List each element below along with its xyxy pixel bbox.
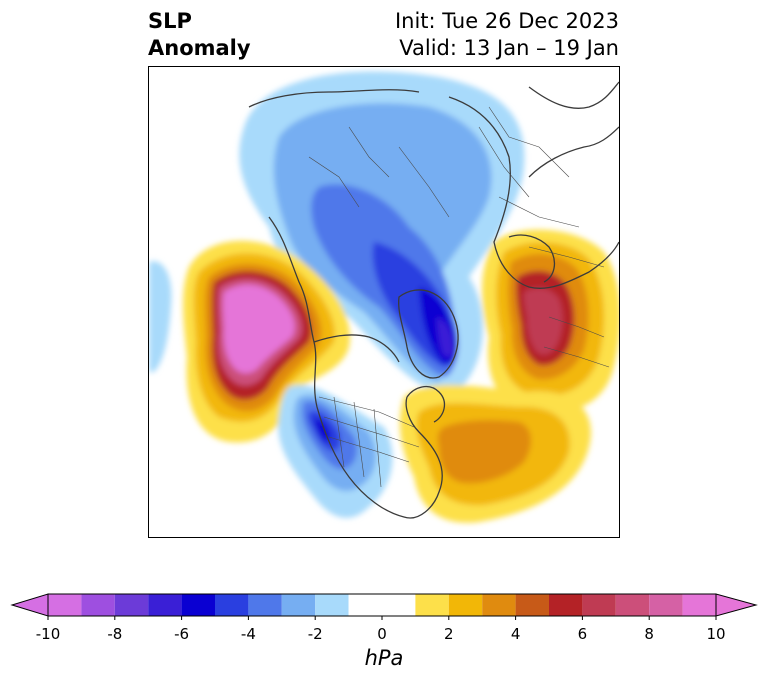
colorbar-segment (482, 594, 516, 616)
colorbar-tick-label: -8 (107, 625, 123, 643)
colorbar-segment (48, 594, 82, 616)
colorbar-segment (148, 594, 182, 616)
colorbar-tick-label: 8 (644, 625, 654, 643)
colorbar-segment (515, 594, 549, 616)
eurasia-coast (448, 96, 619, 289)
colorbar-tick-label: -4 (240, 625, 256, 643)
colorbar-unit-label: hPa (364, 646, 404, 670)
colorbar-segment (415, 594, 449, 616)
title-variable: SLP (148, 9, 192, 33)
colorbar-tick-label: 2 (444, 625, 454, 643)
colorbar-segment (215, 594, 249, 616)
colorbar-tick-label: 6 (577, 625, 588, 643)
colorbar-extend-over (715, 593, 758, 617)
colorbar-segment (248, 594, 282, 616)
colorbar-tick-label: 4 (510, 625, 521, 643)
map-title-left: SLP Anomaly (148, 8, 251, 62)
colorbar-segment (315, 594, 349, 616)
colorbar-tick-label: 0 (377, 625, 387, 643)
init-date: Init: Tue 26 Dec 2023 (394, 9, 619, 33)
map-title-right: Init: Tue 26 Dec 2023 Valid: 13 Jan – 19… (395, 8, 619, 62)
colorbar-segment (281, 594, 316, 616)
colorbar (10, 593, 758, 620)
colorbar-segment (348, 594, 416, 616)
colorbar-tick-label: 10 (706, 625, 726, 643)
colorbar-tick-label: -10 (35, 625, 61, 643)
colorbar-segment (181, 594, 215, 616)
colorbar-segment (81, 594, 115, 616)
colorbar-tick-label: -6 (174, 625, 190, 643)
valid-period: Valid: 13 Jan – 19 Jan (399, 36, 619, 60)
north-america-coast (268, 216, 443, 519)
colorbar-segment (649, 594, 683, 616)
colorbar-tick-label: -2 (307, 625, 323, 643)
greenland-coast (397, 289, 459, 379)
colorbar-segment (114, 594, 149, 616)
anomaly-map (148, 66, 620, 538)
colorbar-extend-under (10, 593, 49, 617)
colorbar-segment (615, 594, 650, 616)
political-borders (308, 106, 610, 488)
coastlines (248, 81, 619, 519)
anomaly-map-canvas (149, 71, 619, 523)
colorbar-segment (549, 594, 583, 616)
colorbar-segment (682, 594, 716, 616)
anomaly-fill (149, 71, 619, 523)
colorbar-segment (448, 594, 483, 616)
colorbar-segment (582, 594, 616, 616)
title-variable-type: Anomaly (148, 36, 251, 60)
